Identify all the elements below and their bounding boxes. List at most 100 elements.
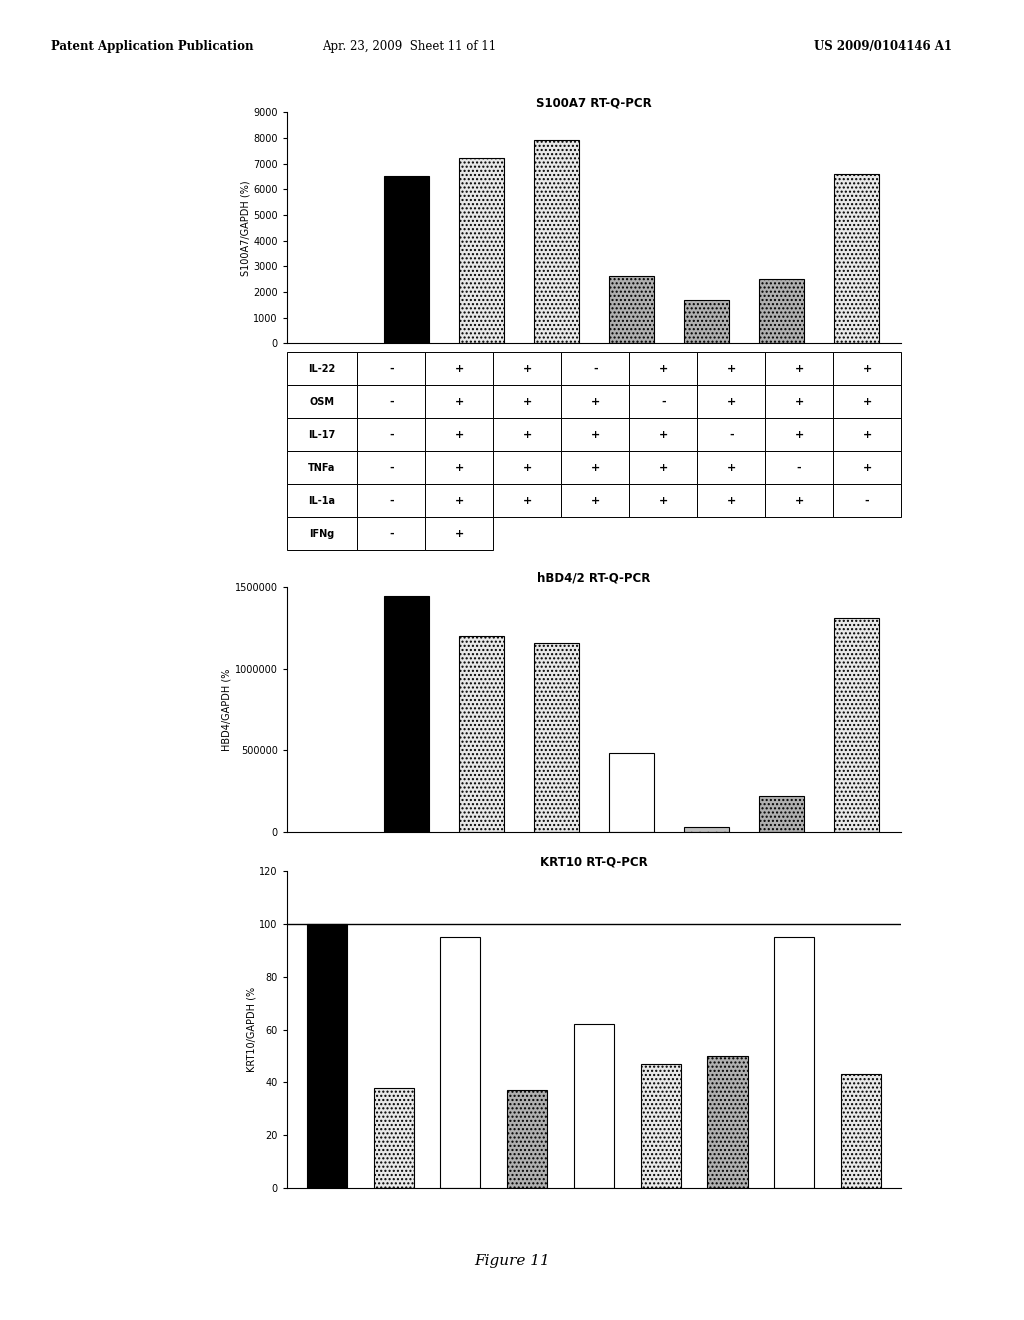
- Text: +: +: [727, 463, 736, 473]
- Text: -: -: [389, 496, 393, 506]
- Bar: [629, 385, 697, 418]
- Text: +: +: [727, 496, 736, 506]
- Text: -: -: [865, 496, 869, 506]
- Bar: [425, 484, 494, 517]
- Bar: [834, 484, 901, 517]
- Bar: [425, 352, 494, 385]
- Bar: [287, 385, 357, 418]
- Bar: [561, 484, 629, 517]
- Bar: [561, 385, 629, 418]
- Text: +: +: [591, 397, 600, 407]
- Bar: [765, 484, 834, 517]
- Bar: [697, 484, 765, 517]
- Y-axis label: S100A7/GAPDH (%): S100A7/GAPDH (%): [241, 180, 250, 276]
- Text: +: +: [795, 364, 804, 374]
- Text: Figure 11: Figure 11: [474, 1254, 550, 1267]
- Bar: [561, 451, 629, 484]
- Text: -: -: [593, 364, 598, 374]
- Bar: [834, 385, 901, 418]
- Bar: [534, 140, 579, 343]
- Y-axis label: HBD4/GAPDH (%: HBD4/GAPDH (%: [222, 668, 231, 751]
- Text: -: -: [389, 397, 393, 407]
- Text: +: +: [455, 529, 464, 539]
- Text: Apr. 23, 2009  Sheet 11 of 11: Apr. 23, 2009 Sheet 11 of 11: [323, 40, 497, 53]
- Bar: [629, 352, 697, 385]
- Bar: [534, 643, 579, 832]
- Bar: [834, 418, 901, 451]
- Text: +: +: [522, 397, 531, 407]
- Bar: [834, 618, 879, 832]
- Text: +: +: [591, 463, 600, 473]
- Bar: [459, 158, 504, 343]
- Text: +: +: [658, 496, 668, 506]
- Text: Patent Application Publication: Patent Application Publication: [51, 40, 254, 53]
- Bar: [759, 279, 804, 343]
- Bar: [834, 174, 879, 343]
- Text: +: +: [591, 430, 600, 440]
- Bar: [384, 595, 429, 832]
- Bar: [684, 300, 729, 343]
- Text: +: +: [455, 496, 464, 506]
- Text: IL-1a: IL-1a: [308, 496, 336, 506]
- Title: hBD4/2 RT-Q-PCR: hBD4/2 RT-Q-PCR: [538, 572, 650, 585]
- Bar: [287, 484, 357, 517]
- Text: +: +: [658, 463, 668, 473]
- Text: -: -: [389, 463, 393, 473]
- Bar: [494, 385, 561, 418]
- Bar: [494, 352, 561, 385]
- Text: +: +: [727, 397, 736, 407]
- Bar: [357, 418, 425, 451]
- Bar: [494, 484, 561, 517]
- Bar: [287, 352, 357, 385]
- Text: +: +: [795, 496, 804, 506]
- Bar: [425, 517, 494, 550]
- Bar: [629, 451, 697, 484]
- Bar: [708, 1056, 748, 1188]
- Y-axis label: KRT10/GAPDH (%: KRT10/GAPDH (%: [247, 987, 256, 1072]
- Title: S100A7 RT-Q-PCR: S100A7 RT-Q-PCR: [536, 96, 652, 110]
- Bar: [384, 177, 429, 343]
- Text: +: +: [862, 430, 871, 440]
- Bar: [561, 352, 629, 385]
- Text: -: -: [389, 430, 393, 440]
- Title: KRT10 RT-Q-PCR: KRT10 RT-Q-PCR: [540, 855, 648, 869]
- Text: +: +: [455, 430, 464, 440]
- Bar: [774, 937, 814, 1188]
- Bar: [425, 385, 494, 418]
- Bar: [765, 352, 834, 385]
- Bar: [759, 796, 804, 832]
- Bar: [287, 418, 357, 451]
- Bar: [841, 1074, 881, 1188]
- Bar: [357, 385, 425, 418]
- Text: +: +: [522, 463, 531, 473]
- Text: +: +: [455, 397, 464, 407]
- Text: IL-17: IL-17: [308, 430, 336, 440]
- Bar: [494, 451, 561, 484]
- Bar: [629, 484, 697, 517]
- Text: -: -: [797, 463, 802, 473]
- Text: +: +: [522, 364, 531, 374]
- Text: TNFa: TNFa: [308, 463, 336, 473]
- Bar: [697, 385, 765, 418]
- Bar: [573, 1024, 614, 1188]
- Bar: [834, 451, 901, 484]
- Bar: [459, 636, 504, 832]
- Bar: [357, 451, 425, 484]
- Text: IFNg: IFNg: [309, 529, 335, 539]
- Text: +: +: [862, 397, 871, 407]
- Bar: [765, 451, 834, 484]
- Bar: [609, 276, 654, 343]
- Text: -: -: [660, 397, 666, 407]
- Text: +: +: [795, 430, 804, 440]
- Bar: [374, 1088, 414, 1188]
- Text: IL-22: IL-22: [308, 364, 336, 374]
- Text: +: +: [455, 463, 464, 473]
- Text: +: +: [862, 364, 871, 374]
- Text: +: +: [795, 397, 804, 407]
- Bar: [287, 451, 357, 484]
- Text: -: -: [389, 529, 393, 539]
- Bar: [765, 385, 834, 418]
- Text: +: +: [862, 463, 871, 473]
- Bar: [357, 517, 425, 550]
- Bar: [425, 451, 494, 484]
